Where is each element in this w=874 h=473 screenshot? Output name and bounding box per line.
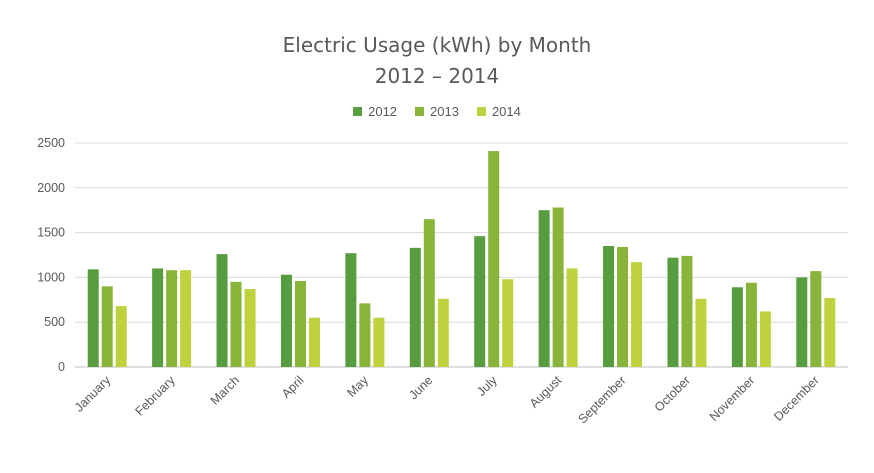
bar-2014-february <box>180 270 192 367</box>
bar-2012-february <box>152 268 164 367</box>
bar-2014-may <box>373 317 385 367</box>
legend-item-2013: 2013 <box>415 104 459 119</box>
legend-label-2014: 2014 <box>491 104 521 119</box>
bar-2013-january <box>101 286 113 367</box>
x-tick-label-september: September <box>576 373 629 426</box>
bar-2014-april <box>308 317 320 367</box>
bar-2012-april <box>280 274 292 367</box>
y-tick-label: 2000 <box>37 181 65 195</box>
bar-2013-may <box>359 303 371 367</box>
legend-swatch-2014 <box>476 107 486 116</box>
legend-label-2012: 2012 <box>368 104 398 119</box>
bar-2014-july <box>502 279 514 367</box>
legend-item-2014: 2014 <box>476 104 521 119</box>
bar-2012-june <box>409 247 421 367</box>
bar-2012-august <box>538 210 550 367</box>
x-tick-label-august: August <box>527 373 565 411</box>
x-tick-label-april: April <box>279 373 307 401</box>
bar-2014-march <box>244 289 256 367</box>
bar-2012-may <box>345 253 357 367</box>
x-tick-label-october: October <box>652 373 693 414</box>
bar-2014-december <box>824 298 836 367</box>
bar-2013-june <box>423 219 435 367</box>
bar-2013-march <box>230 281 242 367</box>
y-tick-label: 0 <box>58 360 65 374</box>
bar-2012-december <box>796 277 808 367</box>
bar-2014-january <box>115 306 127 367</box>
x-tick-label-november: November <box>707 373 758 424</box>
y-tick-label: 2500 <box>37 136 65 150</box>
chart-title: Electric Usage (kWh) by Month 2012 – 201… <box>0 30 874 92</box>
x-tick-label-march: March <box>208 373 242 407</box>
bar-2013-november <box>745 282 757 367</box>
x-tick-label-may: May <box>344 373 371 400</box>
legend-item-2012: 2012 <box>353 104 397 119</box>
y-tick-label: 500 <box>44 315 65 329</box>
bar-2012-january <box>87 269 99 367</box>
bar-2013-april <box>294 280 306 367</box>
bar-2012-march <box>216 254 228 367</box>
bar-2013-august <box>552 207 564 367</box>
bar-2013-july <box>488 151 500 367</box>
bar-2014-november <box>759 311 771 367</box>
x-tick-label-june: June <box>406 373 435 402</box>
bar-2014-september <box>631 262 643 367</box>
bar-2012-july <box>474 236 486 367</box>
bar-2012-october <box>667 257 679 367</box>
bar-2014-august <box>566 268 578 367</box>
chart-title-line-2: 2012 – 2014 <box>374 64 500 88</box>
x-tick-label-december: December <box>771 373 822 424</box>
bar-2012-november <box>731 287 743 367</box>
x-tick-label-february: February <box>132 373 178 419</box>
legend-swatch-2012 <box>353 107 363 116</box>
bar-2013-september <box>617 246 629 367</box>
bar-2012-september <box>603 246 615 367</box>
x-tick-label-january: January <box>72 373 114 415</box>
chart-legend: 2012 2013 2014 <box>0 104 874 119</box>
bar-2013-december <box>810 271 822 367</box>
y-tick-label: 1000 <box>37 270 65 284</box>
x-tick-label-july: July <box>474 373 500 399</box>
bar-2013-october <box>681 255 693 367</box>
bar-2013-february <box>166 270 178 367</box>
chart-title-line-1: Electric Usage (kWh) by Month <box>282 33 592 57</box>
legend-label-2013: 2013 <box>430 104 459 119</box>
legend-swatch-2013 <box>415 107 425 116</box>
y-tick-label: 1500 <box>37 226 65 240</box>
bar-2014-october <box>695 298 707 367</box>
bar-2014-june <box>437 298 449 367</box>
